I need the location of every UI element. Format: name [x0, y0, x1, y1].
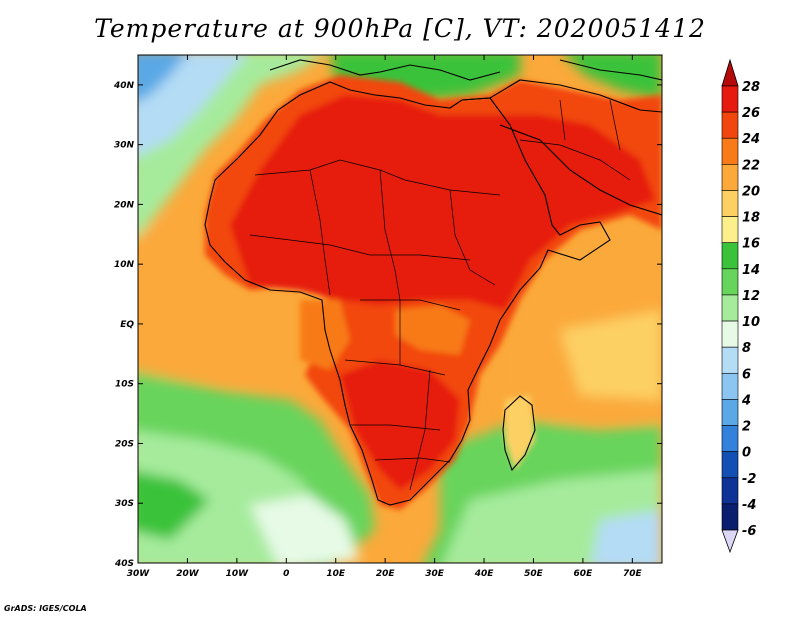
colorbar-swatch — [721, 425, 739, 452]
map-frame — [137, 54, 663, 564]
madagascar-zone — [505, 395, 535, 470]
colorbar-label: 22 — [742, 158, 760, 173]
colorbar-swatch — [721, 294, 739, 322]
colorbar-swatch — [721, 164, 739, 191]
colorbar-label: 18 — [742, 211, 760, 226]
colorbar-arrow-bottom — [721, 529, 739, 554]
colorbar-label: 24 — [742, 132, 760, 147]
border-line — [449, 189, 496, 286]
lon-tick-label: 10E — [326, 569, 346, 579]
arabia-coast — [461, 79, 662, 113]
asia-coast — [559, 59, 662, 81]
border-line — [249, 234, 471, 261]
colorbar-swatch — [721, 216, 739, 244]
border-line — [350, 424, 441, 431]
north-atlantic-cold — [138, 55, 246, 156]
lon-tick-label: 20W — [176, 569, 200, 579]
lat-tick-label: 40S — [114, 559, 134, 569]
colorbar-label: -6 — [742, 524, 756, 539]
border-line — [609, 99, 621, 151]
colorbar-label: -2 — [742, 472, 756, 487]
colorbar-label: 2 — [742, 420, 751, 435]
lat-tick-label: 20N — [114, 200, 135, 210]
credit-text: GrADS: IGES/COLA — [4, 604, 87, 613]
border-line — [559, 99, 566, 141]
lon-tick-label: 20E — [376, 569, 396, 579]
colorbar-swatch — [721, 85, 739, 113]
colorbar-swatch — [721, 268, 739, 296]
central-asia-zone — [565, 55, 662, 100]
tropical-atlantic — [138, 215, 300, 385]
lat-tick-label: 40N — [113, 81, 135, 91]
longitude-axis: 30W 20W 10W 0 10E 20E 30E 40E 50E 60E 70E — [127, 55, 643, 579]
lon-tick-label: 10W — [226, 569, 250, 579]
lon-tick-label: 60E — [574, 569, 594, 579]
country-borders — [249, 99, 631, 491]
lon-tick-label: 50E — [524, 569, 544, 579]
lon-tick-label: 30W — [127, 569, 151, 579]
colorbar-swatch — [721, 190, 739, 217]
madagascar-coast — [502, 395, 536, 472]
lat-tick-label: 10S — [115, 380, 134, 390]
lat-tick-label: 30N — [114, 141, 135, 151]
map-field — [138, 55, 662, 563]
colorbar-label: -4 — [742, 498, 756, 513]
colorbar-swatch — [721, 320, 739, 348]
colorbar-label: 0 — [742, 446, 751, 461]
border-line — [409, 369, 431, 491]
lat-tick-label: 10N — [114, 260, 135, 270]
colorbar-label: 14 — [742, 263, 760, 278]
border-line — [519, 139, 631, 181]
colorbar-label: 26 — [742, 106, 760, 121]
lon-tick-label: 40E — [474, 569, 495, 579]
colorbar-swatch — [721, 477, 739, 505]
colorbar-label: 16 — [742, 237, 760, 252]
colorbar-label: 4 — [741, 393, 751, 408]
colorbar-label: 28 — [742, 80, 760, 95]
map-title: Temperature at 900hPa [C], VT: 202005141… — [94, 14, 706, 43]
colorbar-swatch — [721, 399, 739, 426]
lon-tick-label: 70E — [623, 569, 643, 579]
colorbar-label: 10 — [742, 315, 760, 330]
colorbar-swatch — [721, 372, 739, 400]
border-line — [374, 457, 451, 463]
lat-tick-label: 20S — [115, 439, 134, 449]
africa-coast — [204, 81, 611, 506]
congo-warm — [395, 305, 470, 355]
colorbar-label: 6 — [742, 367, 751, 382]
colorbar-swatch — [721, 503, 739, 531]
south-atlantic-band — [138, 471, 210, 540]
lon-tick-label: 0 — [283, 569, 289, 579]
colorbar-swatch — [721, 242, 739, 270]
south-atlantic-cold — [250, 495, 360, 563]
north-atlantic-coldest — [138, 55, 186, 101]
europe-coast — [269, 59, 501, 81]
indian-ocean-mild — [560, 310, 662, 400]
colorbar-label: 8 — [742, 341, 751, 356]
lon-tick-label: 30E — [425, 569, 445, 579]
colorbar-label: 12 — [742, 289, 760, 304]
colorbar-swatch — [721, 346, 739, 374]
lat-tick-label: EQ — [120, 320, 134, 330]
colorbar-swatch — [721, 111, 739, 139]
south-indian-cold — [591, 510, 662, 563]
latitude-axis: 40N 30N 20N 10N EQ 10S 20S 30S 40S — [113, 81, 662, 569]
colorbar-swatch — [721, 137, 739, 165]
colorbar-label: 20 — [742, 184, 760, 199]
lat-tick-label: 30S — [115, 499, 134, 509]
colorbar-swatch — [721, 451, 739, 479]
central-africa-warm — [300, 300, 350, 370]
southern-africa-hot — [340, 360, 460, 490]
border-line — [360, 299, 461, 311]
border-line — [309, 169, 331, 296]
arabia-south-coast — [499, 124, 662, 216]
colorbar-arrow-top — [721, 58, 739, 87]
border-line — [379, 169, 401, 301]
coastlines — [204, 59, 662, 506]
